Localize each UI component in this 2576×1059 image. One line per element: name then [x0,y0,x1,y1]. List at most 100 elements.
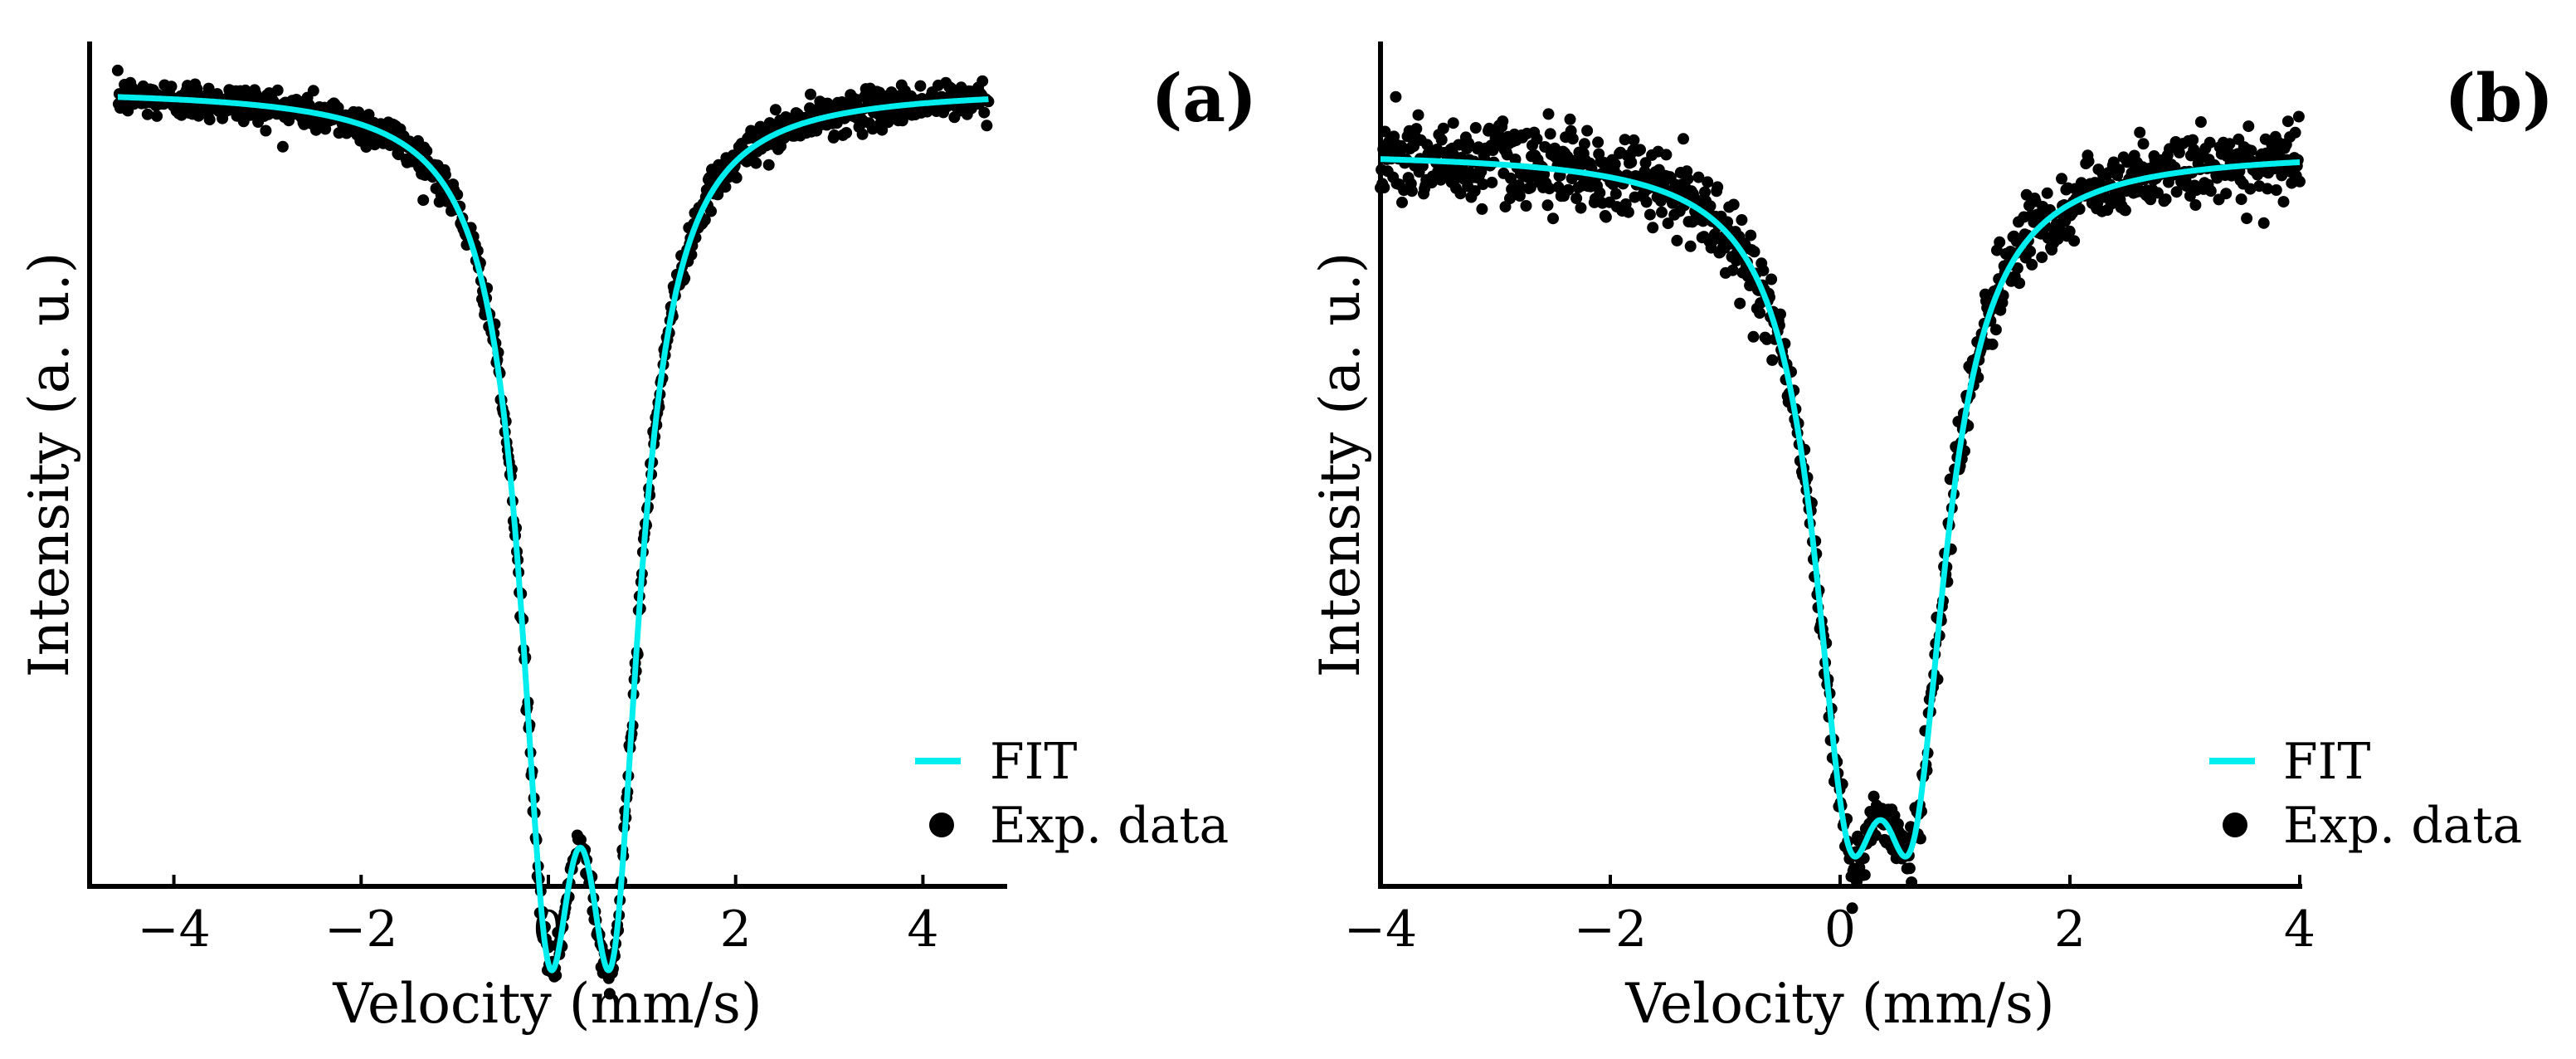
exp-data-point [1643,208,1656,221]
panel-label-b: (b) [2444,59,2554,137]
exp-data-point [1552,181,1565,193]
exp-data-point [1575,202,1587,214]
exp-data-point [2241,212,2253,225]
exp-data-point [1512,179,1525,192]
exp-data-point [1628,134,1640,146]
exp-data-point [1699,186,1711,198]
exp-data-point [1906,876,1918,888]
exp-data-point [1578,138,1590,150]
x-axis-title: Velocity (mm/s) [332,972,762,1036]
exp-data-point [730,172,743,184]
exp-data-point [2235,193,2247,206]
exp-data-point [165,81,178,93]
legend: FIT Exp. data [915,733,1229,855]
exp-data-point [1405,185,1418,198]
x-tick-label: −4 [1344,900,1417,959]
exp-data-point [2119,204,2131,217]
exp-data-point [202,82,215,95]
exp-data-point [2270,184,2282,196]
exp-data-point [2262,183,2273,195]
exp-data-point [2113,163,2126,176]
exp-data-point [603,988,616,1000]
exp-data-point [1468,185,1481,198]
exp-data-point [1520,200,1532,212]
exp-data-point [2056,173,2067,185]
x-tick-label: −2 [1574,900,1647,959]
exp-data-point [1726,264,1739,276]
x-tick-label: 2 [2054,900,2086,959]
exp-data-point [1562,183,1575,196]
exp-data-point [1986,338,1999,350]
exp-data-point [1476,203,1488,215]
exp-data-point [1903,862,1916,875]
exp-data-point [1702,176,1714,188]
exp-data-point [1858,869,1871,881]
exp-data-point [1734,297,1746,310]
exp-data-point [1543,183,1556,195]
exp-data-point [840,127,853,139]
exp-data-point [2170,186,2183,198]
exp-data-point [2160,193,2172,206]
exp-data-point [2277,196,2290,208]
exp-data-point [276,140,289,153]
exp-data-point [1867,790,1880,803]
exp-data-point [1765,273,1778,285]
exp-data-point [1566,133,1579,145]
exp-data-point [856,128,869,140]
exp-data-point [1647,222,1659,234]
exp-data-point [2189,199,2202,211]
exp-data-point [2082,155,2095,168]
exp-data-point [1625,156,1638,168]
exp-data-point [111,64,124,76]
exp-data-point [1760,333,1773,345]
exp-data-point [1421,139,1434,151]
exp-data-point [750,157,762,169]
exp-data-point [1475,165,1488,178]
exp-data-point [1846,902,1858,915]
exp-data-point [1712,181,1724,193]
exp-data-points [111,64,995,1000]
exp-data-point [1748,246,1760,258]
y-axis-title: Intensity (a. u.) [17,252,81,678]
panel-b: −4 −2 0 2 4 Velocity (mm/s) Intensity (a. u.… [1308,41,2554,1036]
exp-data-point [769,104,782,116]
exp-data-point [705,205,717,217]
exp-data-point [2014,277,2026,290]
y-axis-title: Intensity (a. u.) [1308,252,1372,678]
exp-data-point [2134,126,2146,139]
exp-data-point [1766,354,1779,366]
exp-data-point [914,80,927,92]
legend-fit-label: FIT [990,733,1077,791]
x-tick-label: −4 [137,900,210,959]
exp-data-point [1390,90,1402,103]
exp-data-point [1513,190,1526,202]
exp-data-point [1609,158,1621,170]
exp-data-point [1396,196,1408,208]
exp-data-point [1757,264,1770,276]
exp-data-point [1570,193,1583,204]
exp-data-point [2203,136,2216,149]
exp-data-point [1671,234,1683,246]
exp-data-point [1619,134,1631,146]
legend-fit-label: FIT [2283,733,2370,791]
exp-data-point [271,84,284,96]
exp-data-point [1600,211,1612,223]
exp-data-point [2245,144,2257,157]
exp-data-point [2194,116,2207,128]
exp-data-point [332,101,344,114]
exp-data-point [1524,182,1536,193]
exp-data-point [1678,133,1689,145]
exp-data-point [2292,110,2305,123]
exp-data-point [1745,229,1757,242]
exp-data-point [2137,138,2150,150]
exp-data-point [1692,171,1705,183]
exp-data-point [2063,225,2076,237]
exp-data-point [1412,109,1424,121]
exp-data-point [1721,216,1734,228]
exp-data-point [1410,123,1423,135]
exp-data-point [2068,235,2081,247]
legend-data-label: Exp. data [2283,797,2522,855]
